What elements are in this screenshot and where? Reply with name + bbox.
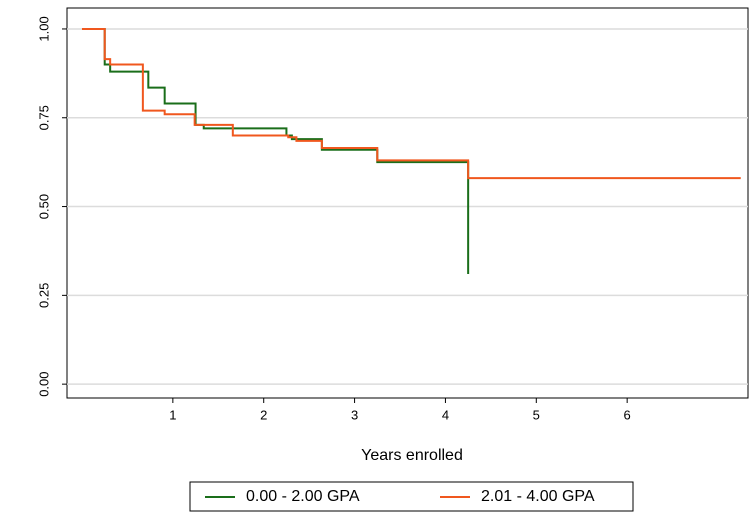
legend-label: 0.00 - 2.00 GPA [246,488,360,505]
legend-label: 2.01 - 4.00 GPA [481,488,595,505]
survival-line [81,27,741,180]
y-tick-label: 0.00 [36,371,51,396]
plot-frame [66,7,749,399]
x-tick-label: 5 [533,407,540,422]
y-tick-label: 0.25 [36,283,51,308]
x-axis-title: Years enrolled [361,447,463,464]
legend-box [189,481,634,512]
y-tick-label: 0.75 [36,105,51,130]
x-tick-label: 2 [260,407,267,422]
x-tick-label: 6 [624,407,631,422]
survival-line [81,27,470,275]
x-tick-label: 3 [351,407,358,422]
x-tick-label: 4 [442,407,449,422]
y-tick-label: 1.00 [36,16,51,41]
y-tick-label: 0.50 [36,194,51,219]
x-tick-label: 1 [169,407,176,422]
